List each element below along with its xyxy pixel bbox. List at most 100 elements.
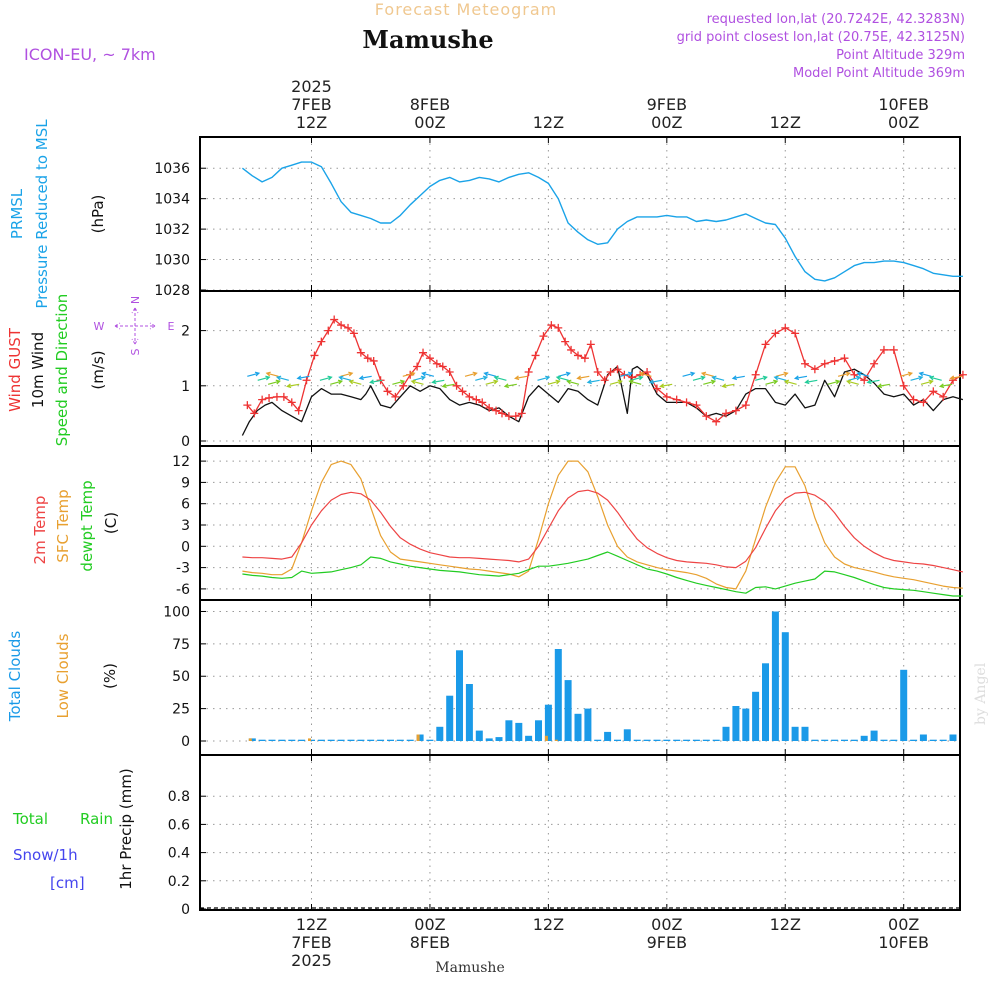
precip-label-rain: Rain	[80, 810, 113, 828]
header-point-altitude: Point Altitude 329m	[836, 48, 965, 63]
compass-rose-icon	[114, 307, 156, 345]
total-cloud-bar	[327, 739, 335, 741]
pressure-ytick-label: 1034	[154, 192, 190, 208]
bottom-time-label: 10FEB	[878, 933, 929, 952]
wind-direction-arrow	[609, 379, 623, 385]
clouds-ytick-label: 50	[172, 669, 190, 685]
wind-direction-arrow	[773, 375, 787, 381]
total-cloud-bar	[337, 739, 345, 741]
wind-direction-arrow	[918, 371, 932, 377]
total-cloud-bar	[643, 739, 651, 741]
total-cloud-bar	[614, 739, 621, 741]
pressure-label-msl: Pressure Reduced to MSL	[33, 119, 51, 309]
wind-direction-arrow	[410, 379, 424, 385]
wind-gust-marker	[250, 409, 259, 418]
total-cloud-bar	[712, 739, 720, 741]
wind-direction-arrow	[938, 383, 953, 389]
total-cloud-bar	[692, 739, 700, 741]
total-cloud-bar	[771, 611, 779, 741]
total-cloud-bar	[564, 680, 572, 741]
total-cloud-bar	[268, 739, 276, 741]
precip-ytick-label: 0.4	[168, 846, 190, 862]
top-time-label: 8FEB	[410, 95, 450, 114]
total-cloud-bar	[465, 684, 473, 741]
bottom-time-label: 2025	[291, 951, 332, 970]
wind-gust-marker	[840, 354, 849, 363]
wind-panel-frame	[199, 290, 961, 447]
total-cloud-bar	[890, 739, 898, 741]
total-cloud-bar	[900, 669, 908, 741]
wind-direction-arrow	[900, 371, 914, 377]
clouds-ytick-label: 75	[172, 637, 190, 653]
wind-direction-arrow	[247, 371, 261, 377]
wind-direction-arrow	[503, 383, 517, 389]
wind-gust-marker	[272, 392, 281, 401]
compass-north-label: N	[129, 296, 142, 304]
wind-direction-arrow	[755, 375, 768, 381]
wind-gust-marker	[432, 359, 441, 368]
clouds-unit-label: (%)	[101, 663, 119, 689]
wind-gust-marker	[586, 340, 595, 349]
bottom-time-label: 9FEB	[647, 933, 687, 952]
wind-gust-marker	[485, 403, 494, 412]
wind-gust-marker	[751, 370, 760, 379]
wind-gust-marker	[344, 323, 353, 332]
wind-direction-arrow	[566, 379, 580, 385]
wind-gust-marker	[593, 368, 602, 376]
precip-unit-label: 1hr Precip (mm)	[117, 768, 135, 889]
wind-direction-arrow	[402, 371, 416, 377]
top-time-label: 00Z	[888, 113, 919, 132]
low-cloud-bar	[308, 738, 311, 741]
temperature-ytick-label: 12	[172, 454, 190, 470]
wind-gust-marker	[524, 368, 533, 376]
clouds-ytick-label: 0	[181, 734, 190, 750]
top-time-label: 12Z	[770, 113, 801, 132]
wind-direction-arrow	[648, 379, 663, 385]
wind-gust-marker	[310, 351, 319, 360]
precip-label-total: Total	[12, 810, 48, 828]
wind-direction-arrow	[920, 379, 934, 385]
header-model-altitude: Model Point Altitude 369m	[793, 66, 965, 81]
wind-gust-marker	[731, 406, 740, 415]
wind-direction-arrow	[586, 379, 600, 385]
total-cloud-bar	[702, 739, 710, 741]
top-time-label: 7FEB	[291, 95, 331, 114]
wind-gust-marker	[850, 370, 859, 379]
wind-direction-arrow	[319, 375, 333, 381]
wind-gust-marker	[419, 348, 428, 357]
wind-gust-marker	[413, 362, 422, 371]
wind-direction-arrow	[765, 379, 779, 385]
wind-direction-arrow	[441, 383, 455, 389]
precip-label-cm: [cm]	[50, 874, 85, 892]
wind-direction-arrow	[845, 379, 859, 385]
precip-ytick-label: 0.2	[168, 874, 190, 890]
wind-gust-marker	[810, 365, 819, 374]
total-cloud-bar	[870, 730, 878, 741]
total-cloud-bar	[396, 739, 404, 741]
total-cloud-bar	[574, 713, 582, 741]
wind-direction-arrow	[928, 375, 942, 381]
header-location: Mamushe	[362, 25, 493, 54]
wind-direction-arrow	[628, 379, 642, 385]
wind-ytick-label: 1	[181, 379, 190, 395]
wind-gust-marker	[317, 337, 326, 346]
temp-label-2m: 2m Temp	[31, 496, 49, 565]
total-cloud-bar	[949, 734, 957, 741]
wind-direction-arrow	[793, 375, 808, 381]
total-cloud-bar	[258, 739, 266, 741]
wind-direction-arrow	[856, 371, 870, 377]
pressure-series-line	[241, 161, 963, 282]
pressure-panel-frame	[199, 136, 961, 292]
wind-direction-arrow	[783, 379, 797, 385]
temp-2m-series-line	[242, 489, 964, 573]
wind-gust-marker	[692, 401, 701, 410]
compass-east-label: E	[168, 320, 175, 333]
temp-unit-label: (C)	[102, 512, 120, 534]
total-cloud-bar	[357, 739, 365, 741]
wind-gust-marker	[567, 345, 576, 354]
wind-gust-marker	[438, 362, 447, 371]
total-cloud-bar	[248, 738, 256, 741]
wind-direction-arrow	[638, 371, 652, 377]
pressure-ytick-label: 1036	[154, 161, 190, 177]
watermark: by Angel	[973, 662, 989, 725]
